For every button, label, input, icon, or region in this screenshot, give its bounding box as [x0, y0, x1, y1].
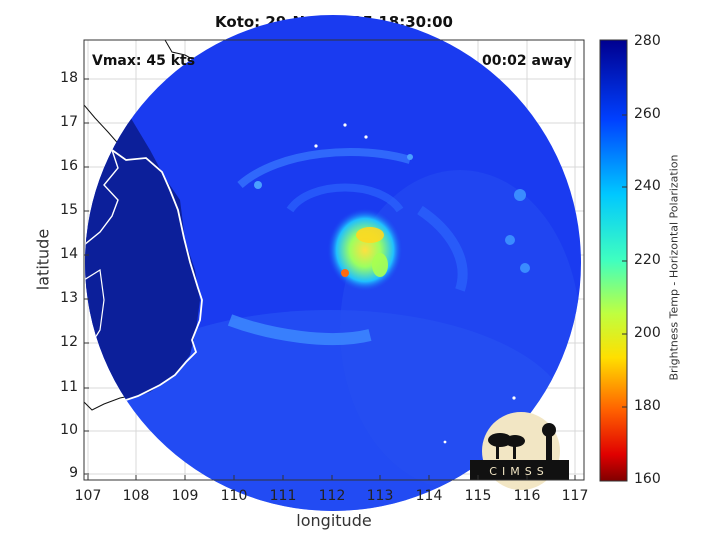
axis-ticks — [84, 78, 576, 480]
cimss-logo: CIMSS — [470, 412, 569, 490]
x-tick-label: 113 — [366, 488, 394, 504]
y-axis-label: latitude — [33, 228, 53, 291]
colorbar-tick-label: 200 — [634, 325, 661, 341]
colorbar-ticks — [622, 114, 627, 408]
colorbar-tick-label: 220 — [634, 252, 661, 268]
y-tick-label: 12 — [60, 334, 78, 350]
y-tick-label: 11 — [60, 379, 78, 395]
x-tick-label: 117 — [561, 488, 589, 504]
axes-box — [83, 39, 585, 481]
x-tick-label: 109 — [171, 488, 199, 504]
y-tick-label: 18 — [60, 70, 78, 86]
vmax-label: Vmax: 45 kts — [92, 53, 196, 69]
colorbar-tick-label: 160 — [634, 471, 661, 487]
y-tick-label: 15 — [60, 202, 78, 218]
time-away-label: 00:02 away — [482, 53, 572, 69]
island-markers — [314, 123, 516, 444]
y-tick-label: 9 — [69, 465, 78, 481]
logo-text: CIMSS — [489, 465, 548, 478]
x-tick-label: 114 — [415, 488, 443, 504]
radar-disk — [85, 15, 581, 511]
colorbar-tick-label: 260 — [634, 106, 661, 122]
x-tick-label: 112 — [318, 488, 346, 504]
y-tick-label: 13 — [60, 290, 78, 306]
colorbar-tick-label: 240 — [634, 178, 661, 194]
colorbar-tick-label: 280 — [634, 33, 661, 49]
x-tick-label: 107 — [74, 488, 102, 504]
x-tick-label: 116 — [513, 488, 541, 504]
x-tick-label: 110 — [220, 488, 248, 504]
x-tick-label: 111 — [269, 488, 297, 504]
colorbar-tick-label: 180 — [634, 398, 661, 414]
colorbar-label: Brightness Temp - Horizontal Polarizatio… — [667, 154, 681, 381]
y-tick-label: 10 — [60, 422, 78, 438]
y-tick-label: 16 — [60, 158, 78, 174]
y-tick-label: 14 — [60, 246, 78, 262]
x-tick-label: 115 — [464, 488, 492, 504]
x-tick-label: 108 — [122, 488, 150, 504]
y-tick-label: 17 — [60, 114, 78, 130]
x-axis-label: longitude — [296, 511, 372, 530]
